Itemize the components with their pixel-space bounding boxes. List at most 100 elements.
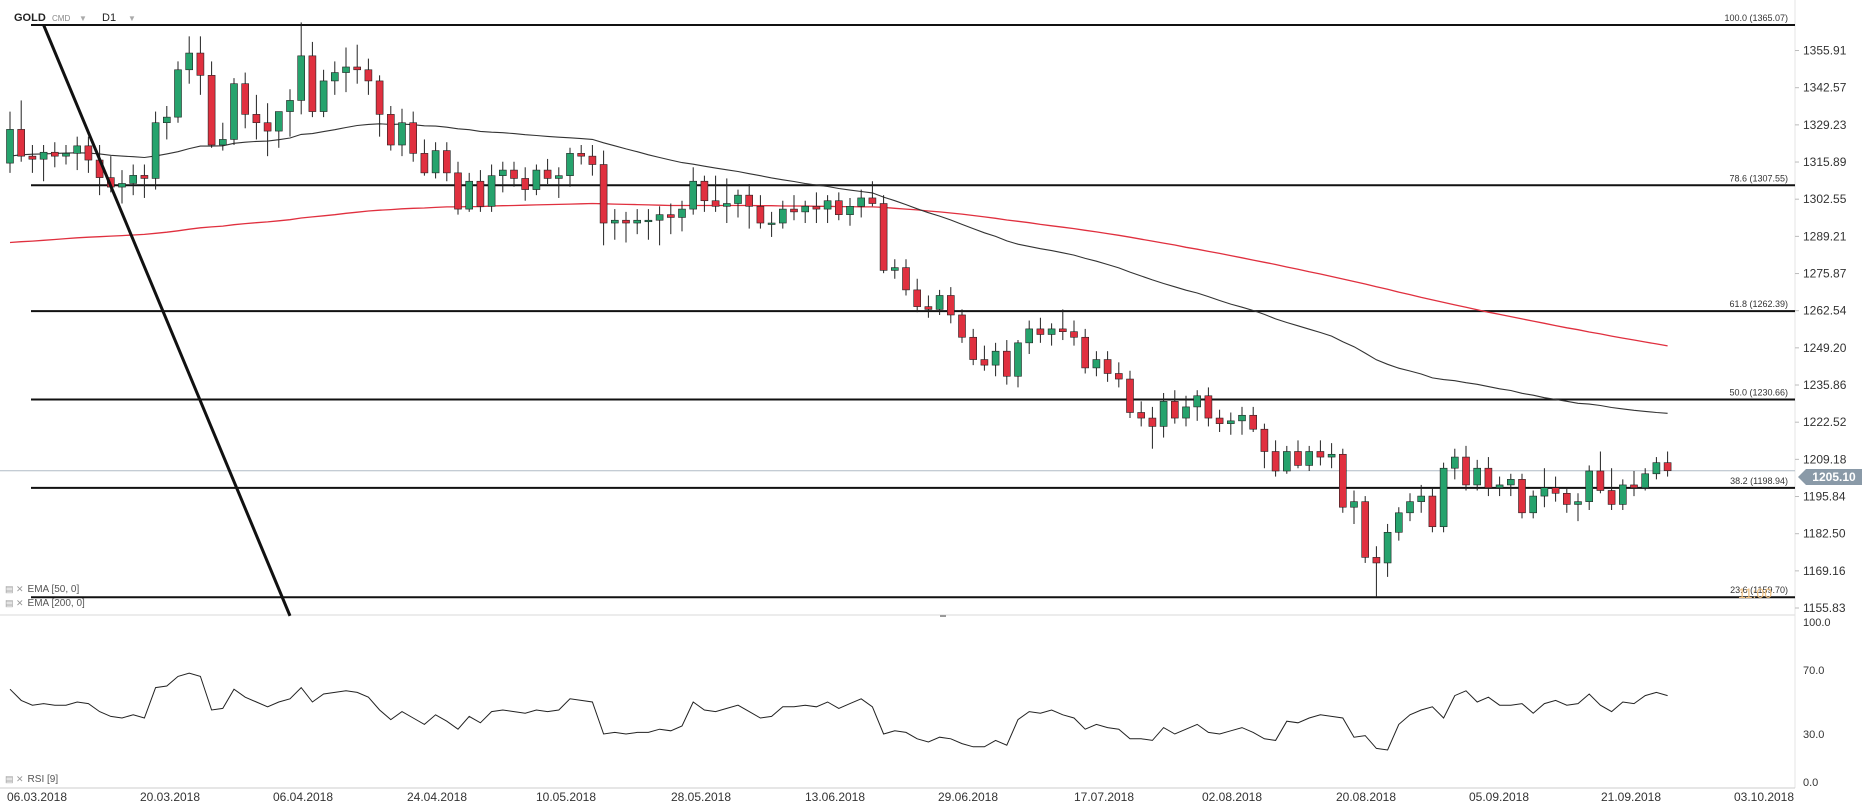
bullish-candle xyxy=(1238,414,1246,422)
price-tick-label: 1169.16 xyxy=(1803,564,1846,578)
bearish-candle xyxy=(745,194,754,207)
timeframe-dropdown-chevron-icon[interactable]: ▼ xyxy=(128,14,136,23)
bullish-candle xyxy=(230,83,238,140)
bullish-candle xyxy=(1025,328,1033,344)
instrument-type-label[interactable]: CMD xyxy=(52,14,71,23)
trend-line[interactable] xyxy=(42,24,292,617)
bearish-candle xyxy=(1137,412,1145,419)
rsi-panel: 100.0 70.0 30.0 0.0 xyxy=(9,617,1831,789)
main-pane-background xyxy=(0,0,1795,608)
bullish-candle xyxy=(73,145,81,154)
price-tick-label: 1249.20 xyxy=(1803,341,1847,355)
bearish-candle xyxy=(812,206,821,210)
bearish-candle xyxy=(924,306,933,310)
bearish-candle xyxy=(980,359,989,366)
bullish-candle xyxy=(610,219,619,224)
bullish-candle xyxy=(163,116,171,124)
bullish-candle xyxy=(1585,470,1593,502)
bearish-candle xyxy=(1563,492,1571,505)
bearish-candle xyxy=(1339,453,1347,508)
bullish-candle xyxy=(722,203,731,207)
bullish-candle xyxy=(39,151,48,160)
bearish-candle xyxy=(756,206,765,224)
instrument-dropdown-chevron-icon[interactable]: ▼ xyxy=(79,14,87,23)
price-tick-label: 1182.50 xyxy=(1803,527,1846,541)
settings-icon[interactable]: ▤ ✕ xyxy=(5,774,24,784)
bullish-candle xyxy=(857,197,866,207)
bearish-candle xyxy=(1596,470,1605,491)
bearish-candle xyxy=(510,169,518,179)
time-tick-label: 10.05.2018 xyxy=(536,790,596,804)
bullish-candle xyxy=(778,208,787,224)
bullish-candle xyxy=(1159,401,1168,427)
bullish-candle xyxy=(689,180,698,210)
time-tick-label: 06.04.2018 xyxy=(273,790,333,804)
bullish-candle xyxy=(823,200,832,210)
bearish-candle xyxy=(1361,501,1369,558)
bullish-candle xyxy=(6,129,14,164)
settings-icon[interactable]: ▤ ✕ xyxy=(5,598,24,608)
bearish-candle xyxy=(263,122,272,132)
candlestick-series xyxy=(6,22,1672,597)
bearish-candle xyxy=(1551,487,1560,494)
fib-level-label: 23.6 (1159.70) xyxy=(1730,585,1788,595)
bullish-candle xyxy=(297,55,306,101)
time-tick-label: 20.08.2018 xyxy=(1336,790,1396,804)
ema-200-legend[interactable]: ▤ ✕ EMA [200, 0] xyxy=(5,598,85,609)
bearish-candle xyxy=(1249,414,1257,430)
ema-50-legend[interactable]: ▤ ✕ EMA [50, 0] xyxy=(5,584,79,595)
fib-level-label: 50.0 (1230.66) xyxy=(1729,388,1788,398)
rsi-legend[interactable]: ▤ ✕ RSI [9] xyxy=(5,774,58,785)
bearish-candle xyxy=(409,122,418,154)
time-tick-label: 17.07.2018 xyxy=(1074,790,1134,804)
bearish-candle xyxy=(1294,451,1302,466)
bullish-candle xyxy=(1406,501,1414,514)
bullish-candle xyxy=(991,350,1000,366)
bearish-candle xyxy=(879,203,888,271)
ema-50-path xyxy=(9,123,1668,414)
bullish-candle xyxy=(1439,467,1448,528)
bearish-candle xyxy=(442,150,451,174)
trend-line-path xyxy=(42,24,292,617)
bullish-candle xyxy=(1417,495,1425,502)
bearish-candle xyxy=(1462,456,1470,486)
bullish-candle xyxy=(1182,406,1190,419)
bullish-candle xyxy=(1495,484,1504,489)
time-tick-label: 21.09.2018 xyxy=(1601,790,1661,804)
bullish-candle xyxy=(330,72,339,82)
bullish-candle xyxy=(734,194,742,204)
bullish-candle xyxy=(319,80,328,112)
bullish-candle xyxy=(846,206,854,215)
bearish-candle xyxy=(1115,373,1123,380)
bullish-candle xyxy=(129,175,137,184)
bullish-candle xyxy=(554,175,563,179)
bearish-candle xyxy=(1271,451,1280,472)
price-tick-label: 1329.23 xyxy=(1803,118,1847,132)
bearish-candle xyxy=(946,295,955,316)
bearish-candle xyxy=(790,208,798,213)
bullish-candle xyxy=(1652,462,1661,475)
current-price-tag: 1205.10 xyxy=(1798,469,1862,485)
rsi-tick-label: 30.0 xyxy=(1803,729,1824,741)
bullish-candle xyxy=(174,69,182,118)
bearish-candle xyxy=(1518,479,1526,514)
bearish-candle xyxy=(1070,331,1078,338)
price-tick-label: 1315.89 xyxy=(1803,155,1847,169)
fib-level-label: 78.6 (1307.55) xyxy=(1729,173,1788,183)
bearish-candle xyxy=(834,200,843,215)
bullish-candle xyxy=(342,66,350,73)
bearish-candle xyxy=(50,151,59,157)
bearish-candle xyxy=(1484,467,1493,489)
symbol-label[interactable]: GOLD xyxy=(14,12,46,24)
settings-icon[interactable]: ▤ ✕ xyxy=(5,584,24,594)
bullish-candle xyxy=(465,180,474,210)
price-tick-label: 1235.86 xyxy=(1803,378,1847,392)
bearish-candle xyxy=(1148,417,1157,427)
price-tick-label: 1262.54 xyxy=(1803,304,1847,318)
bearish-candle xyxy=(543,169,552,179)
bullish-candle xyxy=(935,295,944,310)
ema-50-line xyxy=(9,123,1668,414)
time-tick-label: 03.10.2018 xyxy=(1734,790,1794,804)
timeframe-label[interactable]: D1 xyxy=(102,12,117,24)
